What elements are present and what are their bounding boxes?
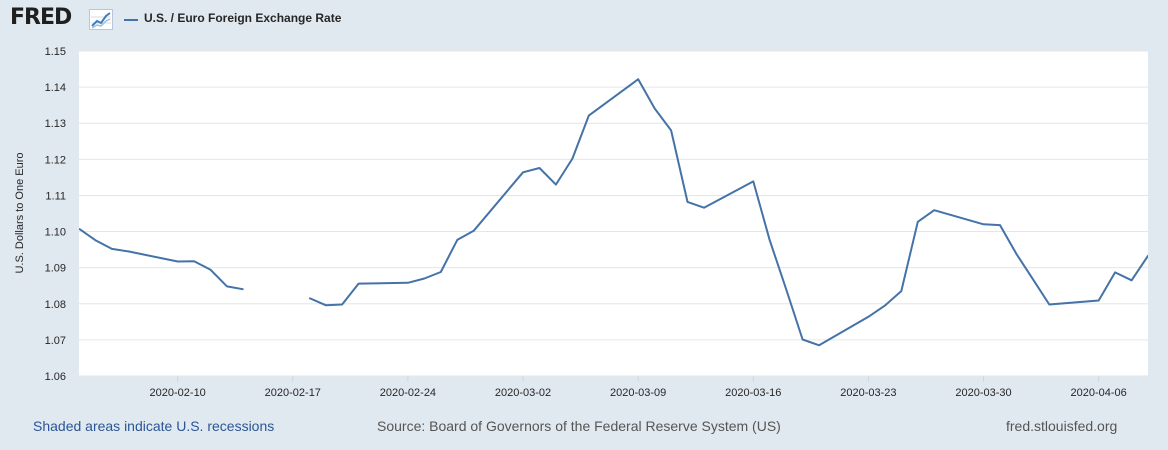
x-tick-label: 2020-03-16 [725, 387, 781, 399]
y-tick-label: 1.08 [45, 299, 66, 311]
line-chart: 1.06 1.07 1.08 1.09 1.10 1.11 1.12 1.13 1.14 1.15… [14, 46, 1164, 399]
y-tick-label: 1.06 [45, 371, 66, 383]
line-chart-icon [89, 9, 113, 30]
y-tick-label: 1.14 [45, 82, 66, 94]
legend-line-marker [124, 19, 138, 21]
source-note: Source: Board of Governors of the Federa… [377, 418, 781, 434]
x-tick-label: 2020-03-02 [495, 387, 551, 399]
y-tick-label: 1.10 [45, 227, 66, 239]
series-line[interactable] [308, 78, 1164, 347]
x-tick-label: 2020-03-23 [840, 387, 896, 399]
y-tick-label: 1.12 [45, 154, 66, 166]
x-tick-label: 2020-03-30 [955, 387, 1011, 399]
plot-background [79, 51, 1148, 376]
chart-header: FRED U.S. / Euro Foreign Exchange Rate [0, 0, 1168, 40]
y-tick-label: 1.15 [45, 46, 66, 58]
series-title[interactable]: U.S. / Euro Foreign Exchange Rate [144, 11, 342, 25]
x-tick-label: 2020-02-17 [265, 387, 321, 399]
y-axis-title: U.S. Dollars to One Euro [14, 152, 26, 273]
y-tick-label: 1.11 [45, 190, 66, 202]
fred-logo[interactable]: FRED [10, 5, 72, 30]
y-tick-label: 1.13 [45, 118, 66, 130]
x-tick-label: 2020-02-10 [150, 387, 206, 399]
x-tick-label: 2020-03-09 [610, 387, 666, 399]
recessions-note-link[interactable]: Shaded areas indicate U.S. recessions [33, 418, 275, 434]
x-tick-label: 2020-02-24 [380, 387, 436, 399]
series-line[interactable] [79, 227, 244, 291]
y-tick-label: 1.07 [45, 335, 66, 347]
y-tick-label: 1.09 [45, 263, 66, 275]
x-tick-label: 2020-04-06 [1071, 387, 1127, 399]
site-link[interactable]: fred.stlouisfed.org [1006, 418, 1118, 434]
